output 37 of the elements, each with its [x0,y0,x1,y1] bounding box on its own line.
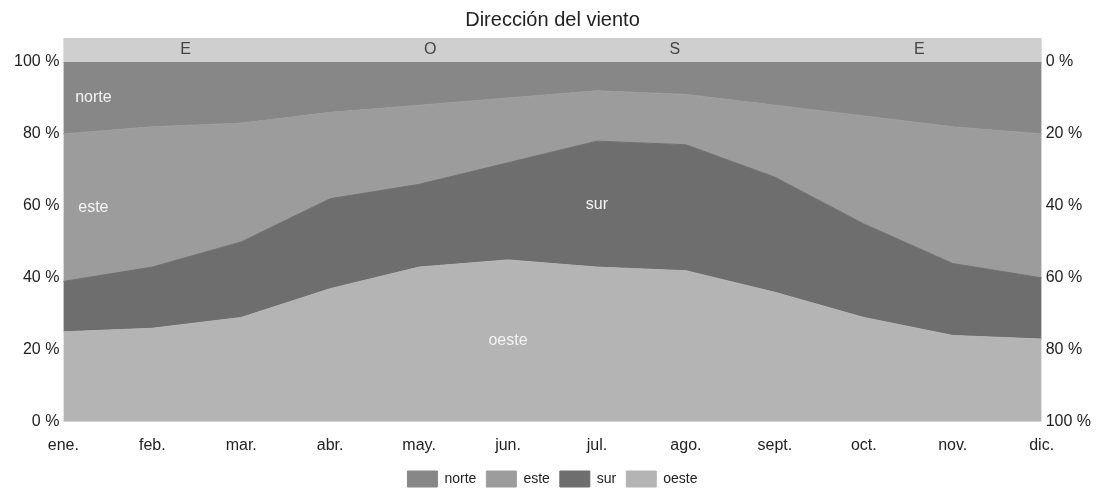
y-tick-label: 0 % [31,412,60,430]
legend-label: norte [444,469,477,486]
x-tick-label: dic. [1029,435,1055,453]
legend-label: sur [596,469,617,486]
legend-label: oeste [663,469,698,486]
y2-tick-label: 100 % [1045,412,1092,430]
text: E [914,40,925,58]
y-tick-label: 60 % [22,196,60,214]
legend-label: este [523,469,551,486]
text: norte [75,88,112,106]
x-tick-label: abr. [316,435,344,453]
text: S [669,40,681,58]
x-tick-label: nov. [938,435,968,453]
x-tick-label: sept. [757,435,793,453]
text: sur [585,194,609,212]
text: E [180,40,191,58]
x-tick-label: mar. [225,435,257,453]
text: este [78,198,109,216]
y2-tick-label: 60 % [1045,268,1083,286]
x-tick-label: ene. [47,435,79,453]
y-tick-label: 40 % [22,268,60,286]
y2-tick-label: 40 % [1045,196,1083,214]
x-tick-label: ago. [670,435,702,453]
x-tick-label: may. [402,435,436,453]
y-tick-label: 80 % [22,124,60,142]
x-tick-label: oct. [850,435,877,453]
x-tick-label: feb. [138,435,166,453]
y-tick-label: 20 % [22,340,60,358]
text: oeste [488,331,528,349]
y2-tick-label: 20 % [1045,124,1083,142]
x-tick-label: jun. [494,435,521,453]
y2-tick-label: 80 % [1045,340,1083,358]
chart-title: Dirección del viento [465,7,640,30]
y2-tick-label: 0 % [1045,52,1074,70]
text: O [423,40,437,58]
y-tick-label: 100 % [13,52,60,70]
x-tick-label: jul. [585,435,608,453]
